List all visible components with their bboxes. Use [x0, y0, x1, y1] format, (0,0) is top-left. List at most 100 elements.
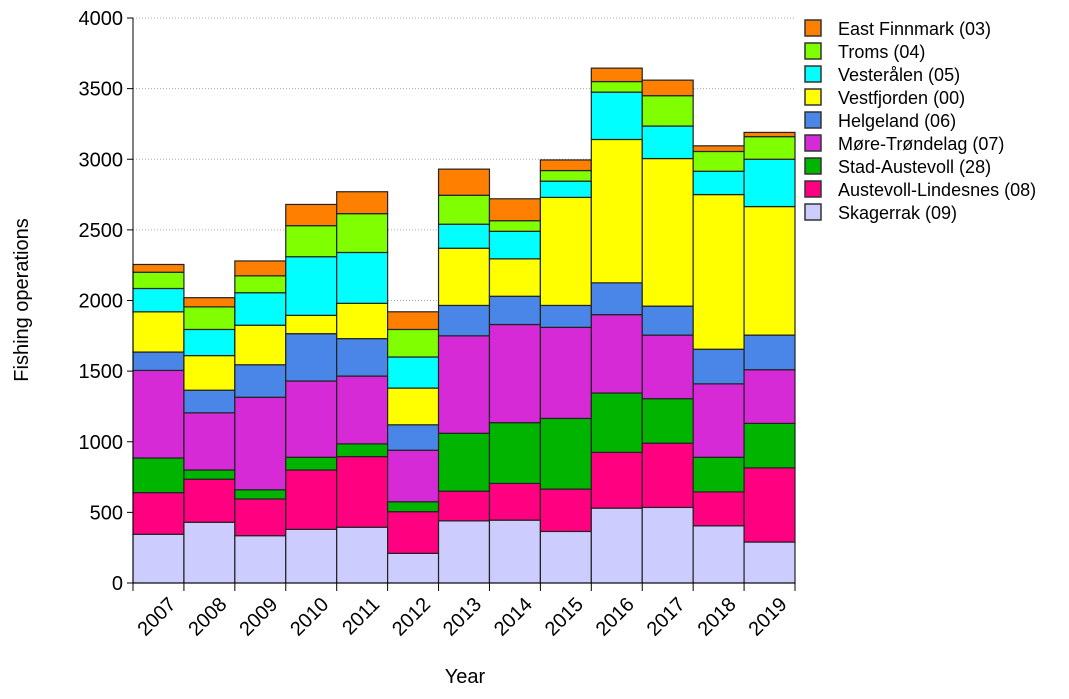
- bar-segment-2007-4: [132, 351, 185, 372]
- bar-segment-2015-0: [539, 530, 592, 584]
- bar-segment-2012-0: [387, 552, 440, 584]
- legend-swatch: [804, 65, 822, 83]
- legend: East Finnmark (03) Troms (04) Vesterålen (…: [804, 19, 1036, 223]
- bar-segment-2009-6: [234, 292, 287, 326]
- legend-label: Troms (04): [838, 42, 925, 62]
- x-tick-label: 2008: [184, 593, 231, 640]
- bar-segment-2014-6: [488, 230, 541, 260]
- bar-segment-2017-4: [641, 305, 694, 336]
- bar-segment-2017-0: [641, 506, 694, 584]
- bar-segment-2013-1: [437, 490, 491, 522]
- bar-segment-2009-7: [234, 275, 287, 294]
- bar-segment-2011-2: [336, 443, 389, 458]
- bar-segment-2016-8: [590, 67, 643, 83]
- legend-swatch: [804, 180, 822, 198]
- bar-segment-2017-6: [641, 125, 694, 160]
- y-tick-label: 0: [112, 573, 123, 595]
- bar-segment-2018-1: [692, 491, 745, 527]
- bar-segment-2016-4: [590, 282, 643, 316]
- bar-segment-2018-2: [692, 456, 745, 493]
- bar-segment-2008-7: [183, 306, 236, 331]
- bar-segment-2014-2: [488, 422, 541, 485]
- bar-segment-2014-3: [488, 323, 541, 424]
- bar-segment-2012-1: [387, 511, 440, 554]
- bar-segment-2009-2: [234, 489, 287, 500]
- y-tick-label: 3500: [79, 79, 124, 101]
- bar-segment-2014-5: [488, 258, 541, 297]
- bar-segment-2019-4: [743, 334, 796, 371]
- bar-segment-2008-2: [183, 469, 236, 480]
- y-tick-label: 1000: [79, 432, 124, 454]
- bar-segment-2007-1: [132, 492, 185, 535]
- x-tick-label: 2014: [490, 593, 537, 640]
- y-tick-label: 2000: [79, 291, 124, 313]
- axes: [127, 17, 796, 591]
- bar-segment-2008-0: [183, 521, 236, 584]
- bar-segment-2013-6: [437, 223, 491, 249]
- bar-segment-2008-4: [183, 389, 236, 414]
- bar-segment-2017-3: [641, 334, 694, 400]
- bar-segment-2010-6: [285, 256, 338, 316]
- x-tick-label: 2019: [745, 593, 792, 640]
- bar-segment-2007-6: [132, 287, 185, 313]
- legend-label: Helgeland (06): [838, 111, 956, 131]
- x-tick-label: 2011: [338, 593, 384, 639]
- bar-segment-2009-4: [234, 364, 287, 398]
- bar-segment-2018-7: [692, 150, 745, 172]
- y-tick-label: 500: [90, 502, 123, 524]
- bar-segment-2012-6: [387, 356, 440, 389]
- legend-label: Skagerrak (09): [838, 203, 957, 223]
- bar-segment-2012-3: [387, 449, 440, 503]
- bar-segment-2008-8: [183, 297, 236, 308]
- bar-segment-2007-2: [132, 457, 185, 494]
- x-axis-label: Year: [445, 666, 486, 688]
- bar-segment-2007-3: [132, 369, 185, 459]
- y-axis-label: Fishing operations: [11, 218, 33, 381]
- x-tick-label: 2018: [694, 593, 741, 640]
- bar-segment-2007-8: [132, 263, 185, 273]
- bar-segment-2014-1: [488, 482, 541, 521]
- bar-segment-2019-6: [743, 158, 796, 208]
- bar-segment-2013-5: [437, 247, 491, 307]
- bar-segment-2007-7: [132, 271, 185, 290]
- y-tick-label: 2500: [79, 220, 124, 242]
- bar-segment-2019-5: [743, 205, 796, 336]
- x-tick-label: 2017: [643, 593, 690, 640]
- bar-segment-2016-6: [590, 91, 643, 141]
- legend-label: Vestfjorden (00): [838, 88, 965, 108]
- bar-segment-2010-3: [285, 380, 338, 458]
- bar-segment-2010-2: [285, 456, 338, 471]
- x-tick-labels: 2007 2008 2009 2010 2011 2012 2013 2014 2015 2016…: [133, 593, 791, 640]
- y-tick-labels: 0 500 1000 1500 2000 2500 3000 3500 4000: [79, 8, 124, 595]
- y-tick-label: 3000: [79, 149, 124, 171]
- bar-segment-2017-2: [641, 398, 694, 444]
- bar-segment-2012-5: [387, 387, 440, 426]
- legend-swatch: [804, 134, 822, 152]
- bar-segment-2017-1: [641, 442, 694, 509]
- bar-segment-2015-2: [539, 417, 592, 490]
- bar-segment-2019-1: [743, 467, 796, 543]
- bar-segment-2010-0: [285, 528, 338, 584]
- bar-segment-2015-5: [539, 196, 592, 307]
- bar-segment-2016-1: [590, 451, 643, 509]
- bar-segment-2012-7: [387, 328, 440, 358]
- legend-label: Vesterålen (05): [838, 65, 960, 85]
- bar-segment-2016-5: [590, 138, 643, 284]
- x-tick-label: 2012: [388, 593, 435, 640]
- bar-segment-2009-8: [234, 260, 287, 277]
- bar-segment-2009-3: [234, 396, 287, 491]
- bar-segment-2015-6: [539, 180, 592, 198]
- bar-segment-2008-3: [183, 412, 236, 471]
- bar-segment-2015-7: [539, 169, 592, 182]
- bar-segment-2012-4: [387, 424, 440, 451]
- bar-segment-2018-0: [692, 525, 745, 584]
- legend-swatch: [804, 203, 822, 221]
- x-tick-label: 2009: [235, 593, 282, 640]
- bar-segment-2011-6: [336, 251, 389, 304]
- bar-segment-2017-8: [641, 79, 694, 97]
- bar-segment-2016-2: [590, 392, 643, 453]
- bar-segment-2018-5: [692, 193, 745, 350]
- bar-segment-2009-0: [234, 535, 287, 584]
- bar-segment-2019-8: [743, 131, 796, 138]
